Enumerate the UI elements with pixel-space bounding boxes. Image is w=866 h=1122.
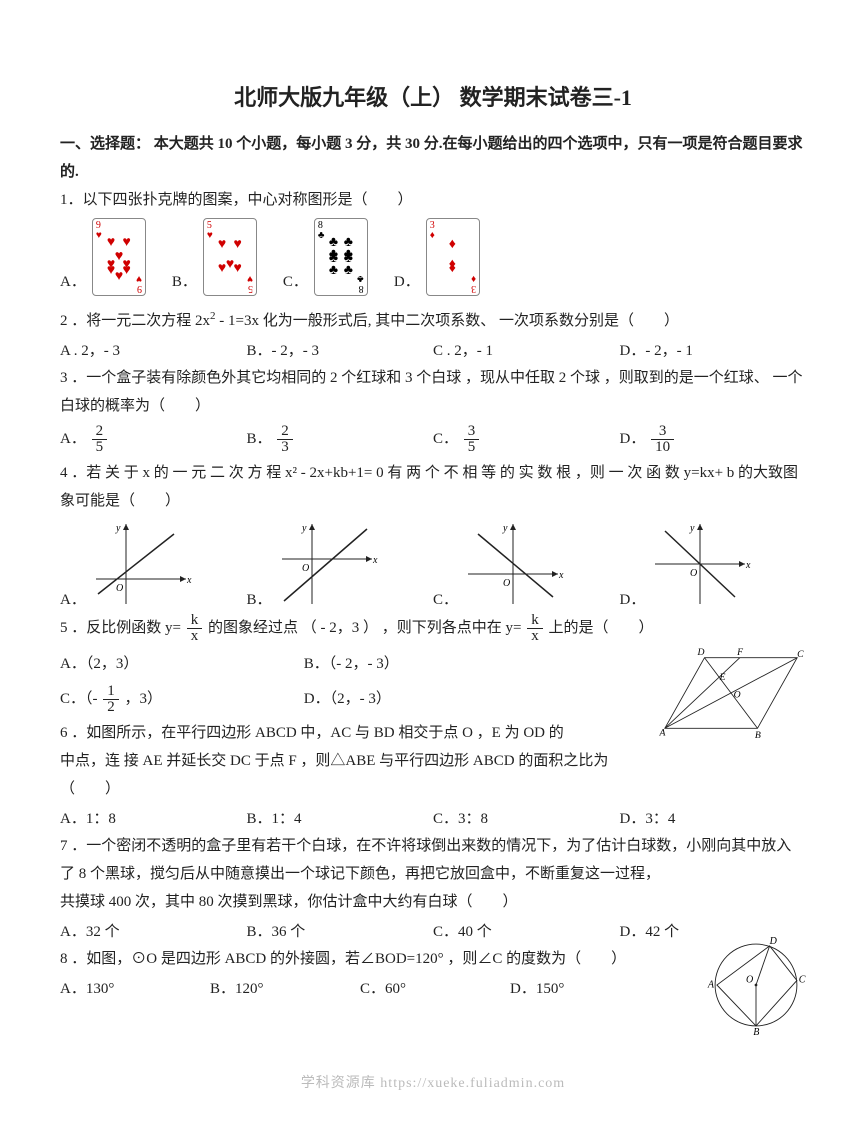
card-8-clubs: 8♣ ♣ ♣ ♣ ♣ ♣ ♣ ♣ ♣ 8♣ <box>314 218 368 296</box>
svg-text:A: A <box>707 980 715 991</box>
q8-B: B．120° <box>210 977 360 998</box>
q4-text: 4 ．若 关 于 x 的 一 元 二 次 方 程 x² - 2x+kb+1= 0… <box>60 459 806 515</box>
q2-A: A . 2，- 3 <box>60 339 247 360</box>
q4-options: A． xyO B． xyO C． xyO <box>60 519 806 609</box>
q2-a: 2 ．将一元二次方程 2x <box>60 313 210 329</box>
q7-line1: 7 ．一个密闭不透明的盒子里有若干个白球，在不许将球倒出来数的情况下，为了估计白… <box>60 832 806 888</box>
svg-text:x: x <box>186 575 192 586</box>
svg-text:B: B <box>753 1027 759 1035</box>
svg-text:O: O <box>690 568 697 579</box>
q7-options: A．32 个 B．36 个 C．40 个 D．42 个 <box>60 920 806 941</box>
q1-C-label: C． <box>283 268 308 296</box>
svg-text:y: y <box>502 523 508 534</box>
q4-D: D． xyO <box>620 519 807 609</box>
q6-A: A．1：8 <box>60 807 247 828</box>
q1-B-label: B． <box>172 268 197 296</box>
card-9-hearts: 9♥ ♥ ♥ ♥ ♥ ♥ ♥ ♥ ♥ ♥ 9♥ <box>92 218 146 296</box>
svg-text:y: y <box>301 523 307 534</box>
q6-D: D．3：4 <box>620 807 807 828</box>
svg-text:x: x <box>372 555 378 566</box>
card-corner: 9♥ <box>96 221 102 241</box>
q7-B: B．36 个 <box>247 920 434 941</box>
q8-A: A．130° <box>60 977 210 998</box>
section-heading: 一、选择题： 本大题共 10 个小题，每小题 3 分，共 30 分.在每小题给出… <box>60 130 806 186</box>
q2-options: A . 2，- 3 B．- 2，- 3 C . 2，- 1 D．- 2，- 1 <box>60 339 806 360</box>
svg-text:C: C <box>799 974 806 985</box>
q7-D: D．42 个 <box>620 920 807 941</box>
section-desc: 本大题共 10 个小题，每小题 3 分，共 30 分.在每小题给出的四个选项中，… <box>60 136 803 180</box>
card-corner: 9♥ <box>136 273 142 293</box>
q5-A: A．（2，3） <box>60 650 300 678</box>
q8-C: C．60° <box>360 977 510 998</box>
q1-A: A． 9♥ ♥ ♥ ♥ ♥ ♥ ♥ ♥ ♥ ♥ 9♥ <box>60 218 152 296</box>
graph-icon: x y O <box>458 519 568 609</box>
q7-C: C．40 个 <box>433 920 620 941</box>
exam-page: 北师大版九年级（上） 数学期末试卷三-1 一、选择题： 本大题共 10 个小题，… <box>0 0 866 1122</box>
circle-figure: A B C D O <box>706 935 806 1035</box>
svg-text:x: x <box>558 570 564 581</box>
q6-line2: 中点，连 接 AE 并延长交 DC 于点 F ，则△ABE 与平行四边形 ABC… <box>60 747 806 803</box>
svg-text:O: O <box>302 563 309 574</box>
q2-B: B．- 2，- 3 <box>247 339 434 360</box>
footer-text: 学科资源库 https://xueke.fuliadmin.com <box>0 1072 866 1092</box>
svg-text:y: y <box>689 523 695 534</box>
graph-icon: x y O <box>86 519 196 609</box>
q3-D: D． 310 <box>620 424 807 455</box>
q1-A-label: A． <box>60 268 86 296</box>
fraction-icon: 25 <box>92 424 108 455</box>
q8-options: A．130° B．120° C．60° D．150° <box>60 977 660 998</box>
q8-D: D．150° <box>510 977 660 998</box>
svg-text:D: D <box>696 647 704 658</box>
q1-options: A． 9♥ ♥ ♥ ♥ ♥ ♥ ♥ ♥ ♥ ♥ 9♥ B． 5♥ ♥ ♥ ♥ <box>60 218 806 296</box>
card-5-hearts: 5♥ ♥ ♥ ♥ ♥ ♥ 5♥ <box>203 218 257 296</box>
svg-text:O: O <box>503 578 510 589</box>
q2-b: - 1=3x 化为一般形式后, 其中二次项系数、 一次项系数分别是（ ） <box>216 313 679 329</box>
q1-D: D． 3♦ ♦ ♦ ♦ 3♦ <box>394 218 486 296</box>
q2-C: C . 2，- 1 <box>433 339 620 360</box>
q5-B: B．（- 2，- 3） <box>304 656 399 672</box>
card-3-diamonds: 3♦ ♦ ♦ ♦ 3♦ <box>426 218 480 296</box>
q2-D: D．- 2，- 1 <box>620 339 807 360</box>
q7-A: A．32 个 <box>60 920 247 941</box>
section-label: 一、选择题： <box>60 136 150 152</box>
q8-text: 8 ．如图，⊙O 是四边形 ABCD 的外接圆，若∠BOD=120° ，则∠C … <box>60 945 806 973</box>
svg-text:O: O <box>746 974 753 985</box>
q3-text: 3 ．一个盒子装有除颜色外其它均相同的 2 个红球和 3 个白球 ，现从中任取 … <box>60 364 806 420</box>
q5-D: D．（2，- 3） <box>304 691 391 707</box>
q1-C: C． 8♣ ♣ ♣ ♣ ♣ ♣ ♣ ♣ ♣ 8♣ <box>283 218 374 296</box>
page-title: 北师大版九年级（上） 数学期末试卷三-1 <box>60 80 806 112</box>
svg-text:y: y <box>115 523 121 534</box>
q6-options: A．1：8 B．1：4 C．3：8 D．3：4 <box>60 807 806 828</box>
q1-text: 1．以下四张扑克牌的图案，中心对称图形是（ ） <box>60 186 806 214</box>
q2-text: 2 ．将一元二次方程 2x2 - 1=3x 化为一般形式后, 其中二次项系数、 … <box>60 302 806 335</box>
svg-text:x: x <box>745 560 751 571</box>
q4-A: A． xyO <box>60 519 247 609</box>
svg-text:O: O <box>734 689 741 700</box>
svg-text:A: A <box>659 727 666 738</box>
q6-B: B．1：4 <box>247 807 434 828</box>
svg-text:E: E <box>719 672 726 683</box>
q1-B: B． 5♥ ♥ ♥ ♥ ♥ ♥ 5♥ <box>172 218 263 296</box>
q3-options: A． 25 B． 23 C． 35 D． 310 <box>60 424 806 455</box>
q3-C: C． 35 <box>433 424 620 455</box>
graph-icon: x y O <box>272 519 382 609</box>
q4-C: C． xyO <box>433 519 620 609</box>
parallelogram-figure: A B C D F O E <box>656 638 806 748</box>
q1-D-label: D． <box>394 268 420 296</box>
svg-text:B: B <box>755 730 761 741</box>
q3-A: A． 25 <box>60 424 247 455</box>
graph-icon: x y O <box>645 519 755 609</box>
q4-B: B． xyO <box>247 519 434 609</box>
q6-C: C．3：8 <box>433 807 620 828</box>
q5-C: C．（- 12 ，3） <box>60 684 300 715</box>
svg-text:F: F <box>736 647 743 658</box>
svg-text:O: O <box>116 583 123 594</box>
svg-text:C: C <box>797 649 804 660</box>
q7-line2: 共摸球 400 次，其中 80 次摸到黑球，你估计盒中大约有白球（ ） <box>60 888 806 916</box>
q3-B: B． 23 <box>247 424 434 455</box>
